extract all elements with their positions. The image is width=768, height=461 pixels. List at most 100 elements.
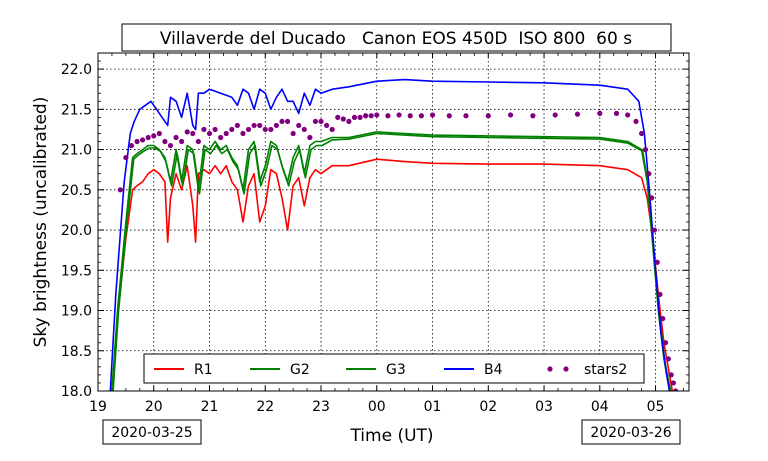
data-point-stars2 <box>407 113 413 119</box>
data-point-stars2 <box>642 146 649 153</box>
data-point-stars2 <box>507 112 514 118</box>
data-point-stars2 <box>307 134 313 141</box>
data-point-stars2 <box>329 126 335 133</box>
legend-label-stars2: stars2 <box>584 362 627 378</box>
legend-label-r1: R1 <box>194 362 213 378</box>
data-point-stars2 <box>597 110 603 116</box>
data-point-stars2 <box>312 118 319 125</box>
data-point-stars2 <box>429 112 436 118</box>
legend-label-g3: G3 <box>386 362 406 378</box>
data-point-stars2 <box>156 130 162 137</box>
data-point-stars2 <box>134 138 140 145</box>
data-point-stars2 <box>262 126 268 133</box>
y-tick-labels: 18.0 18.5 19.0 19.5 20.0 20.5 21.0 21.5 22.0 <box>61 62 92 400</box>
data-point-stars2 <box>660 315 666 322</box>
data-point-stars2 <box>251 122 257 129</box>
data-point-stars2 <box>212 126 218 133</box>
y-axis-label: Sky brightness (uncalibrated) <box>31 97 51 348</box>
grid-lines <box>98 53 689 391</box>
legend-label-g2: G2 <box>290 362 310 378</box>
y-tick-label: 21.0 <box>61 143 92 159</box>
plot-frame <box>97 52 690 392</box>
data-point-stars2 <box>668 372 674 378</box>
data-point-stars2 <box>145 134 151 141</box>
data-point-stars2 <box>123 155 129 161</box>
data-point-stars2 <box>625 112 631 118</box>
data-point-stars2 <box>633 118 639 125</box>
x-tick-label: 22 <box>256 399 274 415</box>
series-line-r1 <box>111 158 674 391</box>
end-date-box <box>581 419 681 445</box>
data-point-stars2 <box>363 113 369 119</box>
legend: R1 G2 G3 B4 stars2 <box>143 353 645 384</box>
data-point-stars2 <box>268 126 274 133</box>
data-point-stars2 <box>318 118 324 125</box>
data-point-stars2 <box>323 122 330 129</box>
data-point-stars2 <box>385 113 391 119</box>
data-point-stars2 <box>290 130 296 137</box>
series-line-b4 <box>109 78 671 391</box>
data-point-stars2 <box>195 138 201 145</box>
data-point-stars2 <box>654 259 660 265</box>
y-tick-label: 21.5 <box>61 102 92 118</box>
x-tick-label: 00 <box>368 399 386 415</box>
data-point-stars2 <box>665 356 671 362</box>
data-point-stars2 <box>167 142 174 149</box>
data-point-stars2 <box>162 138 168 145</box>
data-point-stars2 <box>218 134 224 141</box>
data-point-stars2 <box>206 130 213 137</box>
y-tick-label: 22.0 <box>61 62 92 78</box>
x-tick-label: 23 <box>312 399 330 415</box>
data-point-stars2 <box>651 227 658 233</box>
legend-box <box>143 353 645 384</box>
data-point-stars2 <box>128 142 135 149</box>
y-tick-label: 19.5 <box>61 263 92 279</box>
data-point-stars2 <box>257 122 263 129</box>
legend-label-b4: B4 <box>484 362 503 378</box>
data-point-stars2 <box>234 122 240 129</box>
y-tick-label: 18.0 <box>61 384 92 400</box>
data-point-stars2 <box>117 187 123 193</box>
data-point-stars2 <box>184 129 190 135</box>
data-point-stars2 <box>351 114 358 120</box>
data-point-stars2 <box>335 114 341 120</box>
data-point-stars2 <box>245 126 252 133</box>
data-point-stars2 <box>279 118 285 125</box>
data-point-stars2 <box>396 112 402 118</box>
data-point-stars2 <box>418 113 424 119</box>
y-tick-label: 18.5 <box>61 344 92 360</box>
data-point-stars2 <box>296 122 302 129</box>
data-point-stars2 <box>463 113 469 119</box>
data-point-stars2 <box>657 291 663 298</box>
data-point-stars2 <box>229 126 235 133</box>
x-tick-label: 21 <box>201 399 219 415</box>
data-point-stars2 <box>273 122 280 129</box>
y-tick-label: 20.5 <box>61 183 92 199</box>
x-tick-label: 19 <box>89 399 107 415</box>
start-date-label: 2020-03-25 <box>111 425 192 441</box>
legend-marker-stars2 <box>547 366 553 372</box>
plot-area <box>98 53 689 391</box>
chart-title: Villaverde del Ducado Canon EOS 450D ISO… <box>160 29 632 49</box>
data-point-stars2 <box>140 137 146 143</box>
data-point-stars2 <box>179 138 185 145</box>
x-tick-label: 03 <box>535 399 553 415</box>
y-tick-label: 20.0 <box>61 223 92 239</box>
x-tick-label: 04 <box>591 399 609 415</box>
data-point-stars2 <box>301 126 307 133</box>
data-point-stars2 <box>662 340 669 346</box>
y-tick-label: 19.0 <box>61 304 92 320</box>
data-point-stars2 <box>284 118 291 125</box>
x-tick-label: 02 <box>479 399 497 415</box>
series-line-g3 <box>112 132 674 391</box>
data-point-stars2 <box>639 130 645 137</box>
data-point-stars2 <box>649 195 655 201</box>
data-point-stars2 <box>151 133 157 139</box>
x-tick-label: 01 <box>424 399 442 415</box>
x-tick-label: 20 <box>145 399 163 415</box>
data-point-stars2 <box>530 113 536 119</box>
data-point-stars2 <box>646 171 652 177</box>
data-point-stars2 <box>574 111 581 117</box>
start-date-box <box>102 419 202 445</box>
